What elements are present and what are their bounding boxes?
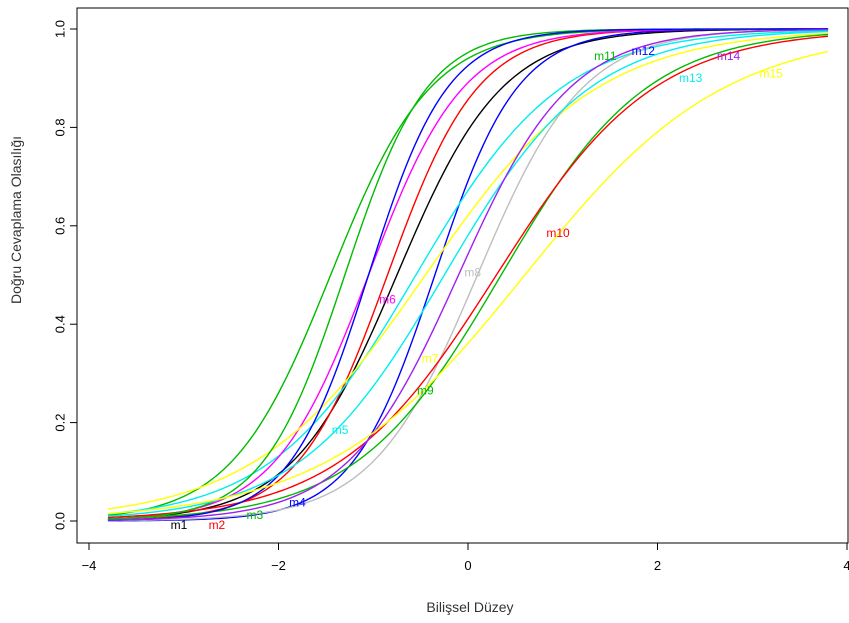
x-tick-label: −4 [82, 558, 97, 573]
curve-m5 [107, 30, 829, 515]
curve-labels-layer: m1 m2 m3 m4 m5 m6 m7 m8 m9 m10 m11 m12 m13 m14 m15 [171, 44, 784, 532]
x-axis-title: Bilişsel Düzey [426, 599, 513, 615]
curve-label-m7: m7 [422, 352, 439, 366]
curve-label-m14: m14 [717, 49, 741, 63]
curve-label-m3: m3 [246, 508, 263, 522]
x-axis: −4 −2 0 2 4 [82, 542, 849, 573]
curve-label-m4: m4 [289, 495, 306, 509]
curve-m9 [107, 33, 829, 520]
x-tick-label: 0 [464, 558, 471, 573]
y-axis: 0.0 0.2 0.4 0.6 0.8 1.0 [53, 20, 78, 530]
curve-m10 [107, 35, 829, 519]
x-tick-label: 2 [654, 558, 661, 573]
x-tick-label: 4 [843, 558, 849, 573]
curve-label-m12: m12 [632, 44, 656, 58]
x-tick-label: −2 [271, 558, 286, 573]
y-tick-label: 1.0 [53, 20, 68, 38]
y-axis-title: Doğru Cevaplama Olasılığı [8, 136, 24, 304]
y-tick-label: 0.0 [53, 512, 68, 530]
curve-label-m2: m2 [209, 518, 226, 532]
curve-label-m5: m5 [332, 423, 349, 437]
curve-m12 [107, 28, 829, 522]
curve-label-m10: m10 [546, 226, 570, 240]
curve-label-m9: m9 [417, 384, 434, 398]
curves-layer [107, 28, 829, 522]
curve-label-m6: m6 [379, 293, 396, 307]
curve-m7 [107, 32, 829, 510]
curve-m15 [107, 50, 829, 515]
curve-m14 [107, 28, 829, 521]
curve-label-m15: m15 [760, 66, 784, 80]
y-tick-label: 0.4 [53, 315, 68, 333]
curve-label-m8: m8 [464, 266, 481, 280]
curve-label-m13: m13 [679, 71, 703, 85]
y-tick-label: 0.2 [53, 414, 68, 432]
y-tick-label: 0.6 [53, 217, 68, 235]
curve-label-m11: m11 [594, 49, 617, 63]
y-tick-label: 0.8 [53, 118, 68, 136]
curve-label-m1: m1 [171, 518, 188, 532]
